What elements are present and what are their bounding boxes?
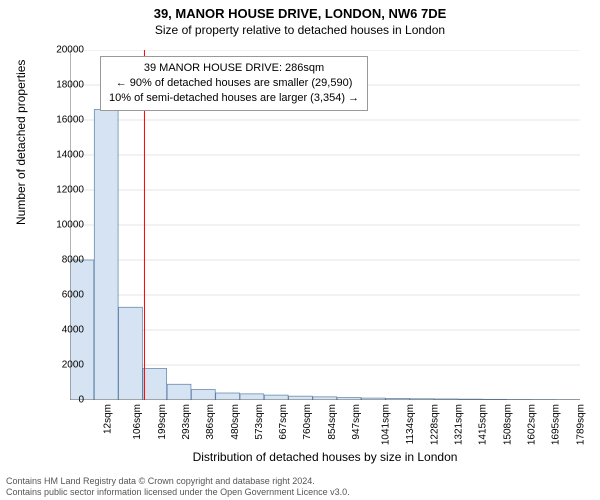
x-tick: 1041sqm: [381, 404, 392, 445]
y-tick: 12000: [34, 185, 84, 196]
x-tick: 106sqm: [133, 404, 144, 440]
x-tick: 480sqm: [230, 404, 241, 440]
x-tick: 1415sqm: [478, 404, 489, 445]
x-tick: 667sqm: [278, 404, 289, 440]
x-tick: 12sqm: [103, 404, 114, 434]
y-tick: 4000: [34, 325, 84, 336]
x-tick: 293sqm: [181, 404, 192, 440]
x-tick: 947sqm: [351, 404, 362, 440]
footer-line1: Contains HM Land Registry data © Crown c…: [6, 476, 350, 487]
x-axis-label: Distribution of detached houses by size …: [70, 450, 580, 464]
y-tick: 16000: [34, 115, 84, 126]
footer-line2: Contains public sector information licen…: [6, 487, 350, 498]
y-tick: 20000: [34, 45, 84, 56]
x-tick: 386sqm: [205, 404, 216, 440]
x-tick: 1228sqm: [429, 404, 440, 445]
annotation-line1: 39 MANOR HOUSE DRIVE: 286sqm: [109, 61, 359, 76]
x-tick: 573sqm: [254, 404, 265, 440]
y-tick: 18000: [34, 80, 84, 91]
y-tick: 6000: [34, 290, 84, 301]
annotation-line3: 10% of semi-detached houses are larger (…: [109, 91, 359, 106]
x-tick: 1508sqm: [502, 404, 513, 445]
annotation-box: 39 MANOR HOUSE DRIVE: 286sqm ← 90% of de…: [100, 56, 368, 111]
y-tick: 2000: [34, 360, 84, 371]
annotation-line2: ← 90% of detached houses are smaller (29…: [109, 76, 359, 91]
x-tick: 1321sqm: [454, 404, 465, 445]
x-tick: 760sqm: [303, 404, 314, 440]
footer: Contains HM Land Registry data © Crown c…: [6, 476, 350, 498]
y-tick: 8000: [34, 255, 84, 266]
x-tick: 1695sqm: [551, 404, 562, 445]
chart-container: 39, MANOR HOUSE DRIVE, LONDON, NW6 7DE S…: [0, 0, 600, 500]
y-tick: 0: [34, 395, 84, 406]
x-tick: 854sqm: [327, 404, 338, 440]
x-tick: 1602sqm: [527, 404, 538, 445]
y-tick: 14000: [34, 150, 84, 161]
x-tick: 1134sqm: [404, 404, 415, 444]
y-axis-label: Number of detached properties: [14, 60, 28, 225]
y-tick: 10000: [34, 220, 84, 231]
chart-title: 39, MANOR HOUSE DRIVE, LONDON, NW6 7DE: [0, 0, 600, 21]
chart-subtitle: Size of property relative to detached ho…: [0, 21, 600, 37]
x-tick: 1789sqm: [575, 404, 586, 445]
x-tick: 199sqm: [157, 404, 168, 440]
chart-area: 39 MANOR HOUSE DRIVE: 286sqm ← 90% of de…: [70, 50, 580, 400]
